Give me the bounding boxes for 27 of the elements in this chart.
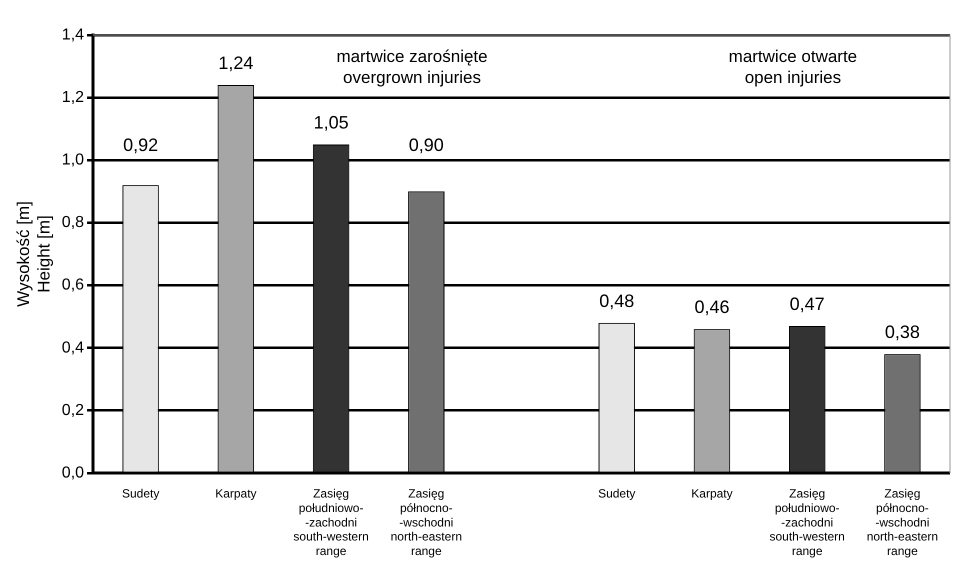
data-label: 0,46 bbox=[694, 297, 730, 318]
y-tick-label: 0,4 bbox=[62, 339, 84, 356]
y-tick-label: 0,0 bbox=[62, 464, 84, 482]
data-label: 1,24 bbox=[218, 53, 254, 74]
data-label: 0,38 bbox=[884, 322, 920, 342]
x-tick-label: Sudety bbox=[598, 486, 636, 501]
y-tick-label: 1,0 bbox=[62, 152, 84, 169]
y-tick-label: 0,6 bbox=[62, 276, 84, 294]
x-tick-label: Zasięg północno- -wschodni north-eastern range bbox=[866, 486, 938, 558]
x-tick-label: Zasięg południowo- -zachodni south-western range bbox=[769, 486, 845, 558]
x-tick-label: Sudety bbox=[122, 486, 160, 501]
x-tick-label: Karpaty bbox=[215, 486, 257, 501]
x-tick-label: Zasięg północno- -wschodni north-eastern range bbox=[390, 486, 462, 558]
data-label: 1,05 bbox=[314, 112, 349, 132]
y-axis-title: Wysokość [m] Height [m] bbox=[14, 201, 54, 307]
annotation: martwice zarośnięte overgrown injuries bbox=[336, 47, 488, 88]
data-label: 0,92 bbox=[123, 135, 158, 156]
y-tick-label: 1,2 bbox=[62, 88, 84, 106]
y-tick-label: 0,2 bbox=[62, 402, 84, 419]
data-label: 0,90 bbox=[408, 135, 444, 156]
x-tick-label: Karpaty bbox=[691, 486, 733, 501]
y-tick-label: 0,8 bbox=[62, 214, 84, 232]
x-tick-label: Zasięg południowo- -zachodni south-western range bbox=[293, 486, 369, 558]
y-tick-label: 1,4 bbox=[62, 26, 84, 44]
data-label: 0,47 bbox=[790, 294, 825, 314]
data-label: 0,48 bbox=[599, 290, 634, 311]
annotation: martwice otwarte open injuries bbox=[728, 47, 858, 88]
